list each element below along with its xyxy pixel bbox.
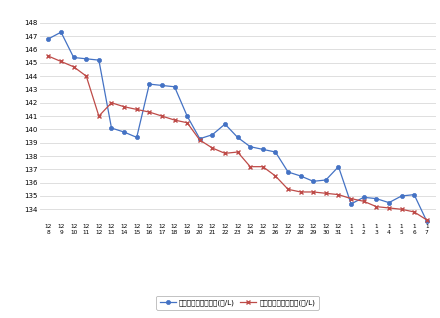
レギュラー実売価格(円/L) [348, 197, 354, 201]
レギュラー看板価格(円/L) [411, 193, 417, 197]
レギュラー看板価格(円/L) [399, 194, 404, 198]
Legend: レギュラー看板価格(円/L), レギュラー実売価格(円/L): レギュラー看板価格(円/L), レギュラー実売価格(円/L) [157, 296, 319, 310]
レギュラー看板価格(円/L) [121, 130, 127, 134]
レギュラー実売価格(円/L) [59, 59, 64, 63]
レギュラー看板価格(円/L) [386, 201, 392, 204]
レギュラー看板価格(円/L) [323, 178, 329, 182]
レギュラー実売価格(円/L) [260, 165, 265, 169]
レギュラー看板価格(円/L) [59, 30, 64, 34]
レギュラー看板価格(円/L) [197, 137, 202, 141]
レギュラー実売価格(円/L) [248, 165, 253, 169]
レギュラー看板価格(円/L) [172, 85, 177, 89]
レギュラー看板価格(円/L) [424, 219, 429, 223]
レギュラー看板価格(円/L) [336, 165, 341, 169]
レギュラー実売価格(円/L) [109, 101, 114, 105]
レギュラー看板価格(円/L) [96, 58, 102, 62]
レギュラー実売価格(円/L) [273, 174, 278, 178]
レギュラー実売価格(円/L) [323, 191, 329, 195]
レギュラー実売価格(円/L) [159, 114, 165, 118]
レギュラー実売価格(円/L) [134, 107, 139, 111]
レギュラー看板価格(円/L) [222, 122, 227, 126]
レギュラー実売価格(円/L) [222, 151, 227, 155]
レギュラー実売価格(円/L) [147, 110, 152, 114]
レギュラー看板価格(円/L) [286, 170, 291, 174]
レギュラー実売価格(円/L) [361, 199, 367, 203]
レギュラー実売価格(円/L) [399, 207, 404, 211]
レギュラー看板価格(円/L) [260, 148, 265, 151]
レギュラー実売価格(円/L) [84, 74, 89, 78]
レギュラー実売価格(円/L) [386, 206, 392, 210]
レギュラー実売価格(円/L) [298, 190, 303, 194]
レギュラー看板価格(円/L) [46, 37, 51, 41]
レギュラー実売価格(円/L) [235, 150, 240, 154]
レギュラー実売価格(円/L) [336, 193, 341, 197]
レギュラー看板価格(円/L) [159, 84, 165, 87]
Line: レギュラー実売価格(円/L): レギュラー実売価格(円/L) [46, 54, 429, 222]
Line: レギュラー看板価格(円/L): レギュラー看板価格(円/L) [46, 30, 429, 223]
レギュラー実売価格(円/L) [210, 146, 215, 150]
レギュラー看板価格(円/L) [361, 195, 367, 199]
レギュラー実売価格(円/L) [46, 54, 51, 58]
レギュラー実売価格(円/L) [172, 118, 177, 122]
レギュラー実売価格(円/L) [411, 210, 417, 214]
レギュラー看板価格(円/L) [71, 56, 76, 59]
レギュラー看板価格(円/L) [298, 174, 303, 178]
レギュラー看板価格(円/L) [184, 114, 190, 118]
レギュラー看板価格(円/L) [374, 197, 379, 201]
レギュラー看板価格(円/L) [84, 57, 89, 61]
レギュラー看板価格(円/L) [235, 135, 240, 139]
レギュラー実売価格(円/L) [286, 187, 291, 191]
レギュラー看板価格(円/L) [311, 179, 316, 183]
レギュラー看板価格(円/L) [210, 133, 215, 137]
レギュラー実売価格(円/L) [311, 190, 316, 194]
レギュラー実売価格(円/L) [96, 114, 102, 118]
レギュラー実売価格(円/L) [184, 121, 190, 125]
レギュラー実売価格(円/L) [197, 138, 202, 142]
レギュラー看板価格(円/L) [273, 150, 278, 154]
レギュラー実売価格(円/L) [71, 65, 76, 69]
レギュラー看板価格(円/L) [109, 126, 114, 130]
レギュラー実売価格(円/L) [374, 205, 379, 209]
レギュラー看板価格(円/L) [348, 202, 354, 206]
レギュラー看板価格(円/L) [147, 82, 152, 86]
レギュラー実売価格(円/L) [121, 105, 127, 109]
レギュラー看板価格(円/L) [134, 135, 139, 139]
レギュラー看板価格(円/L) [248, 145, 253, 149]
レギュラー実売価格(円/L) [424, 218, 429, 222]
